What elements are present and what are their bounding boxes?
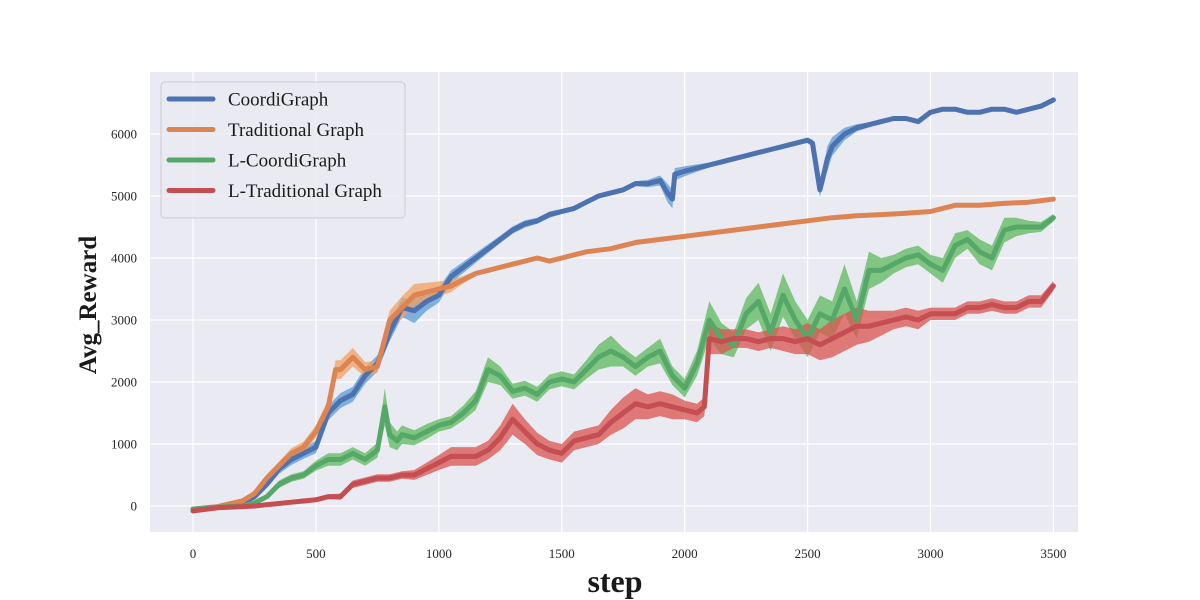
l-coordigraph-line	[190, 215, 1056, 512]
y-axis-title: Avg_Reward	[75, 236, 102, 374]
legend: CoordiGraph Traditional Graph L-CoordiGrap…	[160, 81, 406, 219]
x-tick-label: 3500	[1040, 546, 1066, 561]
x-tick-label: 2000	[672, 546, 698, 561]
l-coordigraph-legend-label: L-CoordiGraph	[228, 151, 347, 172]
l-traditional-graph-line	[190, 283, 1056, 514]
x-axis-title: step	[587, 563, 642, 599]
coordigraph-line	[190, 97, 1056, 512]
traditional-graph-legend-label: Traditional Graph	[228, 120, 364, 141]
y-tick-label: 6000	[111, 126, 137, 141]
y-tick-label: 4000	[111, 250, 137, 265]
x-tick-label: 1500	[549, 546, 575, 561]
y-tick-label: 5000	[111, 188, 137, 203]
y-tick-label: 2000	[111, 374, 137, 389]
x-tick-label: 0	[190, 546, 197, 561]
l-traditional-graph-legend-label: L-Traditional Graph	[228, 181, 382, 202]
y-tick-label: 0	[131, 498, 138, 513]
coordigraph-legend-label: CoordiGraph	[228, 90, 329, 111]
legend-box	[160, 81, 406, 219]
x-tick-label: 1000	[426, 546, 452, 561]
y-tick-label: 1000	[111, 436, 137, 451]
series-lines	[190, 97, 1056, 514]
x-tick-label: 3000	[918, 546, 944, 561]
y-tick-label: 3000	[111, 312, 137, 327]
y-axis-ticks: 0 1000 2000 3000 4000 5000 6000	[111, 126, 137, 513]
gridlines	[150, 72, 1078, 532]
x-tick-label: 500	[306, 546, 326, 561]
traditional-graph-line	[190, 196, 1056, 512]
x-tick-label: 2500	[795, 546, 821, 561]
l-traditional-graph-band	[193, 280, 1054, 513]
x-axis-ticks: 0 500 1000 1500 2000 2500 3000 3500	[190, 546, 1067, 561]
